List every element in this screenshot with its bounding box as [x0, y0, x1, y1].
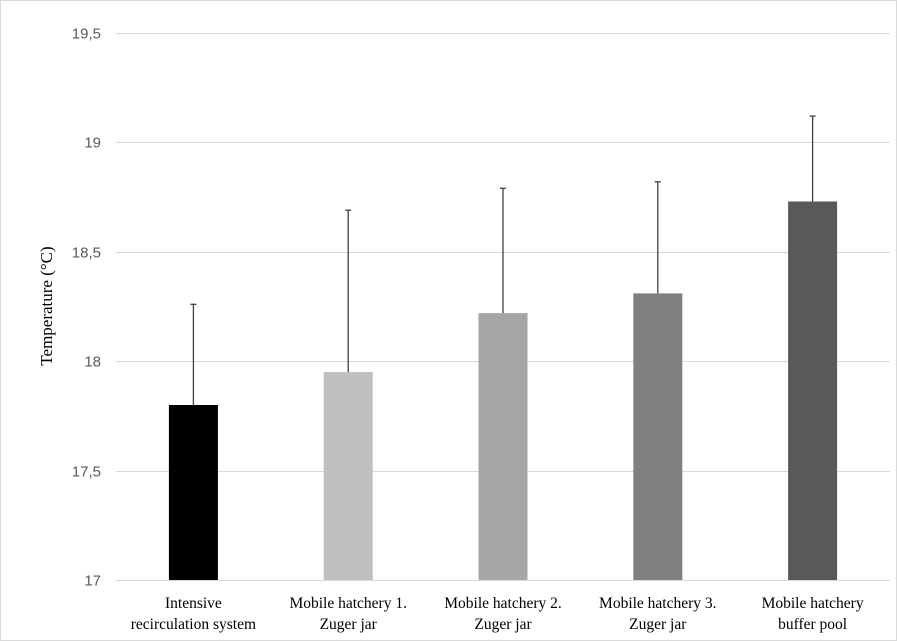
- x-tick-label: Mobile hatchery 3.: [599, 595, 717, 612]
- y-tick-label: 19,5: [72, 26, 101, 43]
- x-tick-label: Mobile hatchery: [762, 595, 864, 612]
- bar: [323, 372, 373, 580]
- bar: [633, 293, 683, 580]
- y-tick-label: 18: [84, 354, 101, 371]
- error-bars: [190, 115, 816, 405]
- y-tick-label: 19: [84, 135, 101, 152]
- bars: [168, 201, 838, 580]
- y-tick-label: 17,5: [72, 464, 101, 481]
- x-tick-label: Zuger jar: [629, 616, 687, 633]
- x-tick-label: buffer pool: [778, 616, 847, 633]
- x-tick-label: Zuger jar: [474, 616, 532, 633]
- x-tick-label: recirculation system: [131, 616, 256, 633]
- x-tick-label: Zuger jar: [320, 616, 378, 633]
- x-tick-labels: Intensive recirculation system Mobile hatc…: [131, 595, 864, 633]
- y-tick-label: 17: [84, 573, 101, 590]
- x-tick-label: Intensive: [165, 595, 222, 612]
- bar: [168, 405, 218, 580]
- y-tick-labels: 17 17,5 18 18,5 19 19,5: [72, 26, 101, 590]
- y-axis-label: Temperature (°C): [37, 246, 56, 365]
- bar: [478, 313, 528, 580]
- y-tick-label: 18,5: [72, 245, 101, 262]
- x-tick-label: Mobile hatchery 2.: [444, 595, 562, 612]
- bar: [788, 201, 838, 580]
- x-tick-label: Mobile hatchery 1.: [289, 595, 407, 612]
